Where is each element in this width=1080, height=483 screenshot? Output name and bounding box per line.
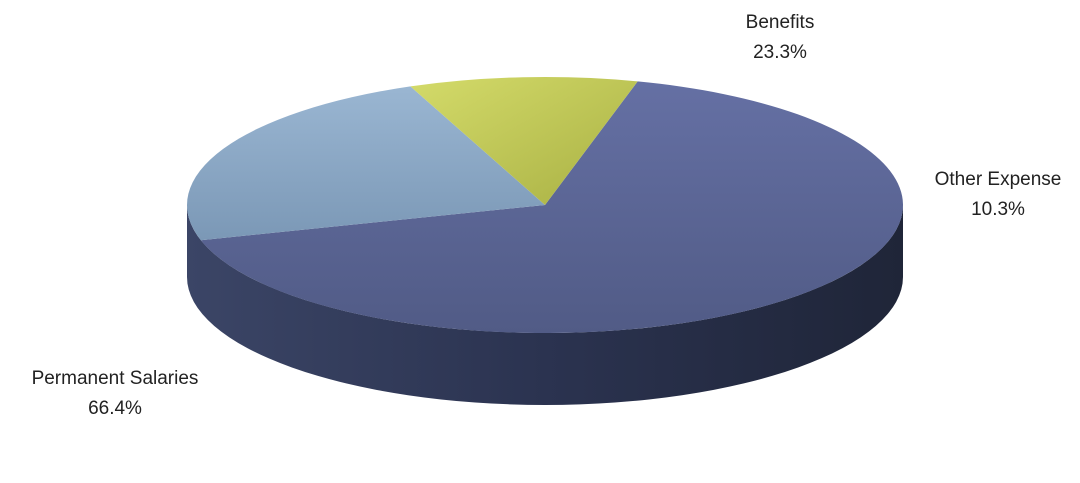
pie-slice-benefits (186, 86, 545, 241)
slice-label-value: 66.4% (88, 398, 142, 419)
slice-label-value: 23.3% (753, 42, 807, 63)
pie-slice-other-expense (410, 77, 638, 205)
slice-label-name: Benefits (746, 12, 815, 33)
pie-slices (186, 77, 903, 333)
pie-side-wall (187, 205, 903, 405)
slice-label-name: Other Expense (935, 169, 1062, 190)
slice-label-name: Permanent Salaries (32, 368, 199, 389)
pie-labels: Permanent Salaries 66.4% Benefits 23.3% Othe… (32, 12, 1062, 419)
slice-label-value: 10.3% (971, 199, 1025, 220)
pie-slice-permanent-salaries (200, 81, 903, 333)
